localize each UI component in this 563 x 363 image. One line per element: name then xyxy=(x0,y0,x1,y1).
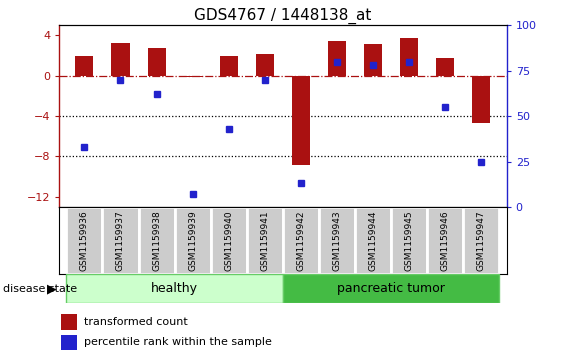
Bar xyxy=(61,314,77,330)
Text: GSM1159947: GSM1159947 xyxy=(477,210,486,271)
Bar xyxy=(75,56,93,76)
Text: GSM1159938: GSM1159938 xyxy=(152,210,161,271)
Text: GSM1159945: GSM1159945 xyxy=(405,210,414,271)
Text: GSM1159946: GSM1159946 xyxy=(441,210,450,271)
Text: GSM1159936: GSM1159936 xyxy=(80,210,89,271)
Text: ▶: ▶ xyxy=(47,282,56,295)
Text: GSM1159937: GSM1159937 xyxy=(116,210,125,271)
Bar xyxy=(463,207,499,274)
Bar xyxy=(148,48,166,76)
Bar xyxy=(66,274,283,303)
Bar xyxy=(328,41,346,76)
Bar xyxy=(472,76,490,123)
Bar xyxy=(247,207,283,274)
Bar xyxy=(400,37,418,76)
Text: pancreatic tumor: pancreatic tumor xyxy=(337,282,445,295)
Bar xyxy=(61,335,77,350)
Bar xyxy=(283,274,499,303)
Text: GSM1159940: GSM1159940 xyxy=(224,210,233,271)
Text: healthy: healthy xyxy=(151,282,198,295)
Text: percentile rank within the sample: percentile rank within the sample xyxy=(84,337,271,347)
Bar xyxy=(111,42,129,76)
Bar xyxy=(364,44,382,76)
Text: transformed count: transformed count xyxy=(84,317,187,327)
Bar xyxy=(211,207,247,274)
Bar xyxy=(319,207,355,274)
Text: GSM1159941: GSM1159941 xyxy=(260,210,269,271)
Text: GSM1159939: GSM1159939 xyxy=(188,210,197,271)
Bar xyxy=(175,207,211,274)
Text: GSM1159944: GSM1159944 xyxy=(369,210,378,271)
Bar xyxy=(436,58,454,76)
Title: GDS4767 / 1448138_at: GDS4767 / 1448138_at xyxy=(194,8,372,24)
Text: GSM1159943: GSM1159943 xyxy=(333,210,342,271)
Text: GSM1159942: GSM1159942 xyxy=(297,210,306,271)
Bar xyxy=(66,207,102,274)
Bar xyxy=(391,207,427,274)
Bar xyxy=(102,207,138,274)
Bar xyxy=(292,76,310,164)
Bar xyxy=(184,76,202,77)
Bar xyxy=(138,207,175,274)
Bar xyxy=(355,207,391,274)
Bar xyxy=(283,207,319,274)
Bar xyxy=(427,207,463,274)
Bar xyxy=(220,56,238,76)
Bar xyxy=(256,54,274,76)
Text: disease state: disease state xyxy=(3,284,77,294)
